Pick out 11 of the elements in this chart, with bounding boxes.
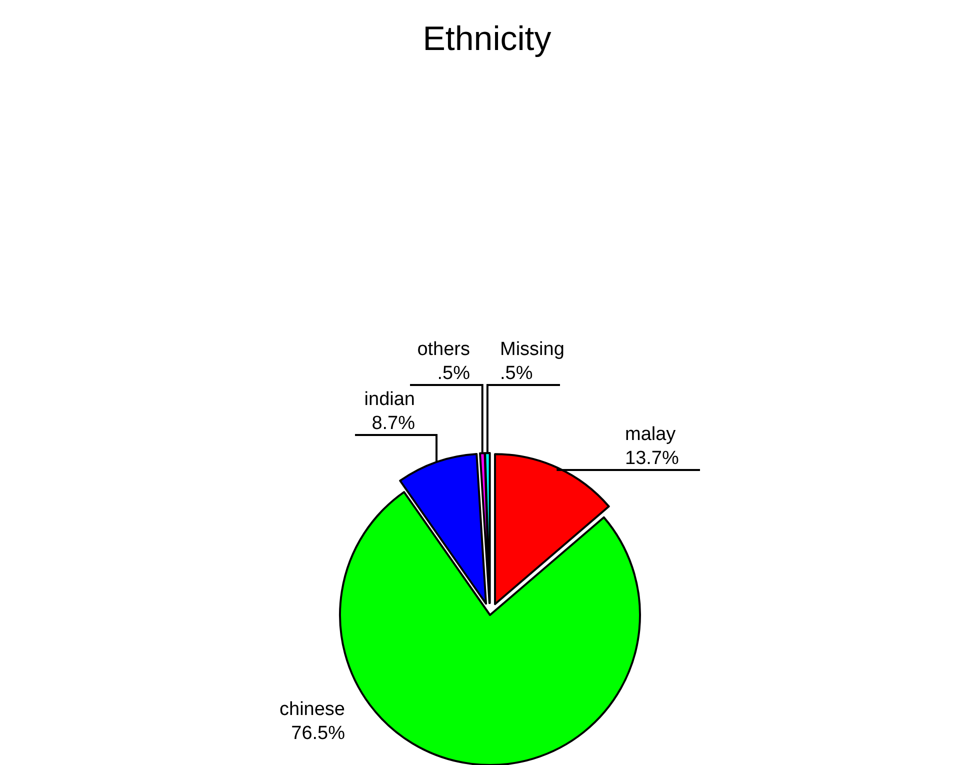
slice-label: Missing xyxy=(500,339,564,360)
chart-title: Ethnicity xyxy=(422,20,552,58)
slice-label: chinese xyxy=(280,699,345,720)
slice-label: others xyxy=(417,339,470,360)
data-label: 76.5% xyxy=(291,723,346,744)
data-label: 13.7% xyxy=(625,448,679,469)
slice-label: indian xyxy=(364,389,415,410)
data-label: 8.7% xyxy=(372,413,416,434)
data-label: .5% xyxy=(500,363,533,384)
data-label: .5% xyxy=(437,363,470,384)
slice-label: malay xyxy=(625,424,676,445)
